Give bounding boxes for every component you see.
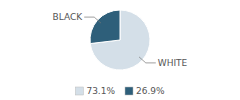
legend-swatch [75,87,83,95]
legend: 73.1% 26.9% [75,86,165,96]
pie-slice [90,10,120,44]
slice-label: BLACK [53,12,84,22]
chart: WHITE BLACK 73.1% 26.9% [0,0,240,100]
slice-label: WHITE [158,58,188,68]
leader-line [84,17,101,23]
legend-item: 26.9% [125,86,165,96]
legend-swatch [125,87,133,95]
legend-label: 26.9% [136,86,165,96]
pie [90,10,150,70]
leader-line [139,57,156,63]
legend-item: 73.1% [75,86,115,96]
legend-label: 73.1% [86,86,115,96]
pie-slice [90,10,150,70]
slice-labels: WHITE BLACK [53,12,188,68]
